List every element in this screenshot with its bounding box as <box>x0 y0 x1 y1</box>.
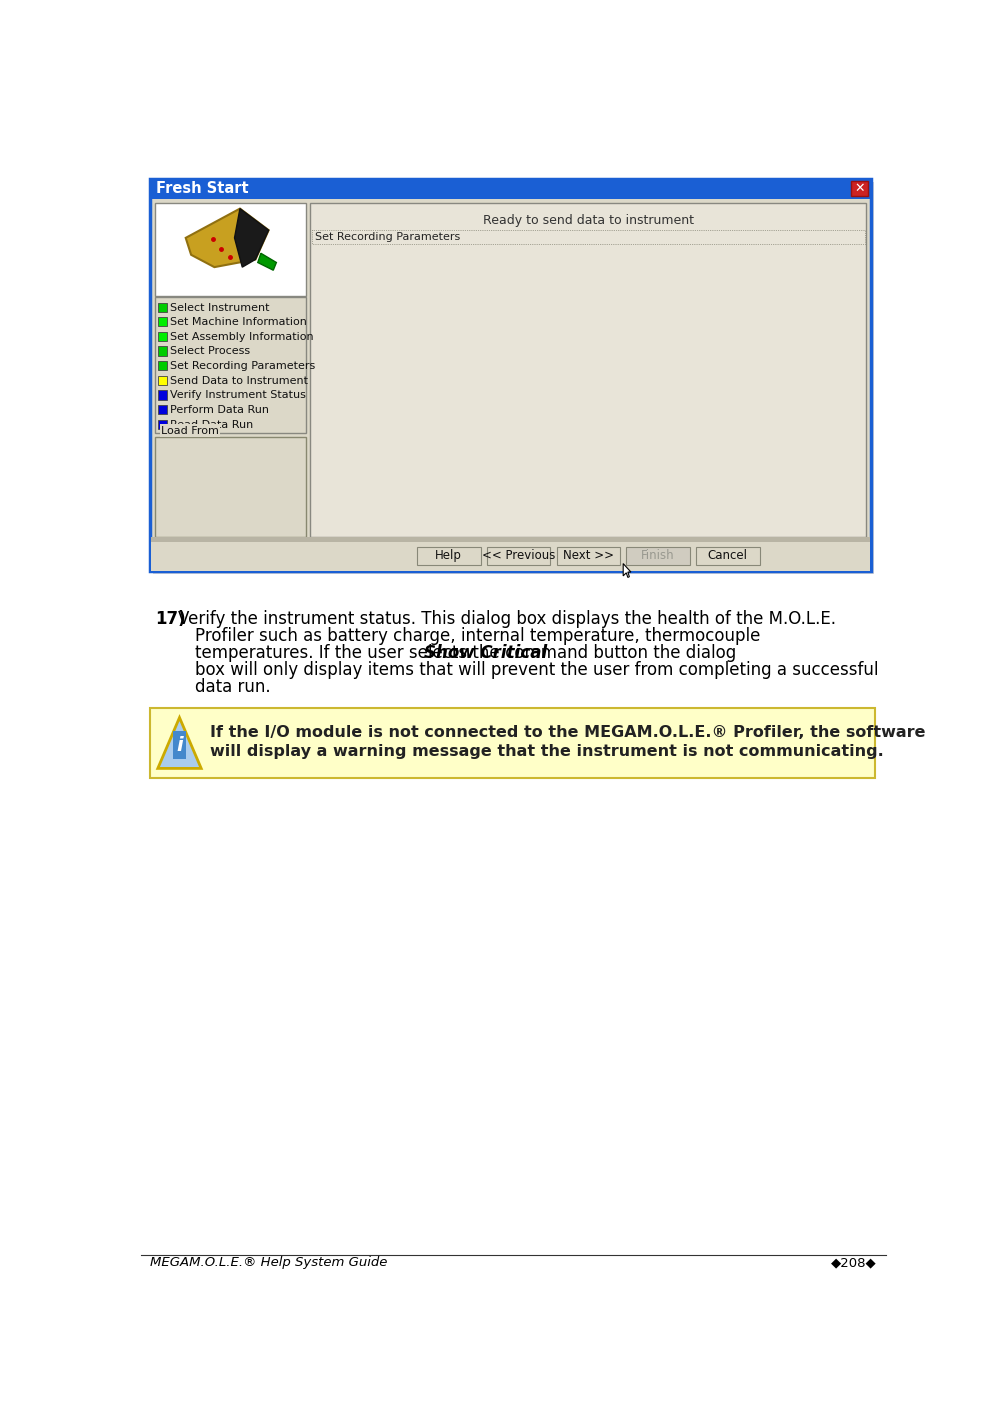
Text: Fresh Start: Fresh Start <box>156 181 248 197</box>
Text: << Previous: << Previous <box>482 550 555 562</box>
Text: ✕: ✕ <box>855 182 865 195</box>
Text: Verify the instrument status. This dialog box displays the health of the M.O.L.E: Verify the instrument status. This dialo… <box>178 609 836 628</box>
Text: ◆208◆: ◆208◆ <box>832 1256 877 1269</box>
Bar <box>157 318 167 326</box>
Polygon shape <box>623 564 631 578</box>
Text: data run.: data run. <box>195 678 271 695</box>
Bar <box>626 547 689 565</box>
Text: Perform Data Run: Perform Data Run <box>170 404 270 414</box>
Bar <box>417 547 481 565</box>
Bar <box>154 204 306 296</box>
Polygon shape <box>157 718 201 769</box>
Bar <box>157 376 167 384</box>
Text: Cancel: Cancel <box>707 550 747 562</box>
Polygon shape <box>258 253 277 271</box>
Text: Set Recording Parameters: Set Recording Parameters <box>170 362 316 372</box>
Text: Profiler such as battery charge, internal temperature, thermocouple: Profiler such as battery charge, interna… <box>195 627 761 645</box>
Text: Ready to send data to instrument: Ready to send data to instrument <box>483 214 693 226</box>
Text: i: i <box>176 736 182 755</box>
Text: MEGAM.O.L.E.® Help System Guide: MEGAM.O.L.E.® Help System Guide <box>150 1256 388 1269</box>
Bar <box>157 390 167 400</box>
Text: Verify Instrument Status: Verify Instrument Status <box>170 390 306 400</box>
Text: temperatures. If the user selects the: temperatures. If the user selects the <box>195 644 505 662</box>
Text: Load From: Load From <box>161 426 218 436</box>
Bar <box>151 543 870 571</box>
Bar <box>311 204 866 537</box>
Text: Next >>: Next >> <box>563 550 614 562</box>
Bar <box>173 732 185 759</box>
Polygon shape <box>185 208 269 268</box>
Text: Show Critical: Show Critical <box>425 644 548 662</box>
Bar <box>150 178 871 571</box>
Text: Set Recording Parameters: Set Recording Parameters <box>315 232 460 242</box>
Bar <box>150 178 871 198</box>
Text: 17): 17) <box>154 609 185 628</box>
Bar <box>157 420 167 429</box>
Text: Select Process: Select Process <box>170 346 250 356</box>
Bar <box>157 362 167 370</box>
Text: Send Data to Instrument: Send Data to Instrument <box>170 376 309 386</box>
Bar <box>556 547 620 565</box>
Bar <box>151 537 870 543</box>
Bar <box>157 302 167 312</box>
Text: box will only display items that will prevent the user from completing a success: box will only display items that will pr… <box>195 661 879 679</box>
Bar <box>487 547 550 565</box>
Bar <box>154 298 306 433</box>
Text: Read Data Run: Read Data Run <box>170 420 254 430</box>
Text: command button the dialog: command button the dialog <box>500 644 736 662</box>
Text: Select Instrument: Select Instrument <box>170 302 270 312</box>
Text: Set Assembly Information: Set Assembly Information <box>170 332 314 342</box>
Polygon shape <box>234 208 269 268</box>
Bar <box>154 437 306 537</box>
Bar <box>157 346 167 356</box>
Text: If the I/O module is not connected to the MEGAM.O.L.E.® Profiler, the software: If the I/O module is not connected to th… <box>210 725 926 740</box>
Bar <box>852 181 869 197</box>
Bar <box>157 332 167 342</box>
Bar <box>696 547 760 565</box>
Text: will display a warning message that the instrument is not communicating.: will display a warning message that the … <box>210 743 884 759</box>
Bar <box>157 404 167 414</box>
Text: Help: Help <box>436 550 462 562</box>
Text: Set Machine Information: Set Machine Information <box>170 318 307 328</box>
Bar <box>312 231 865 244</box>
Bar <box>153 182 874 574</box>
Bar <box>150 708 875 778</box>
Text: Finish: Finish <box>641 550 675 562</box>
